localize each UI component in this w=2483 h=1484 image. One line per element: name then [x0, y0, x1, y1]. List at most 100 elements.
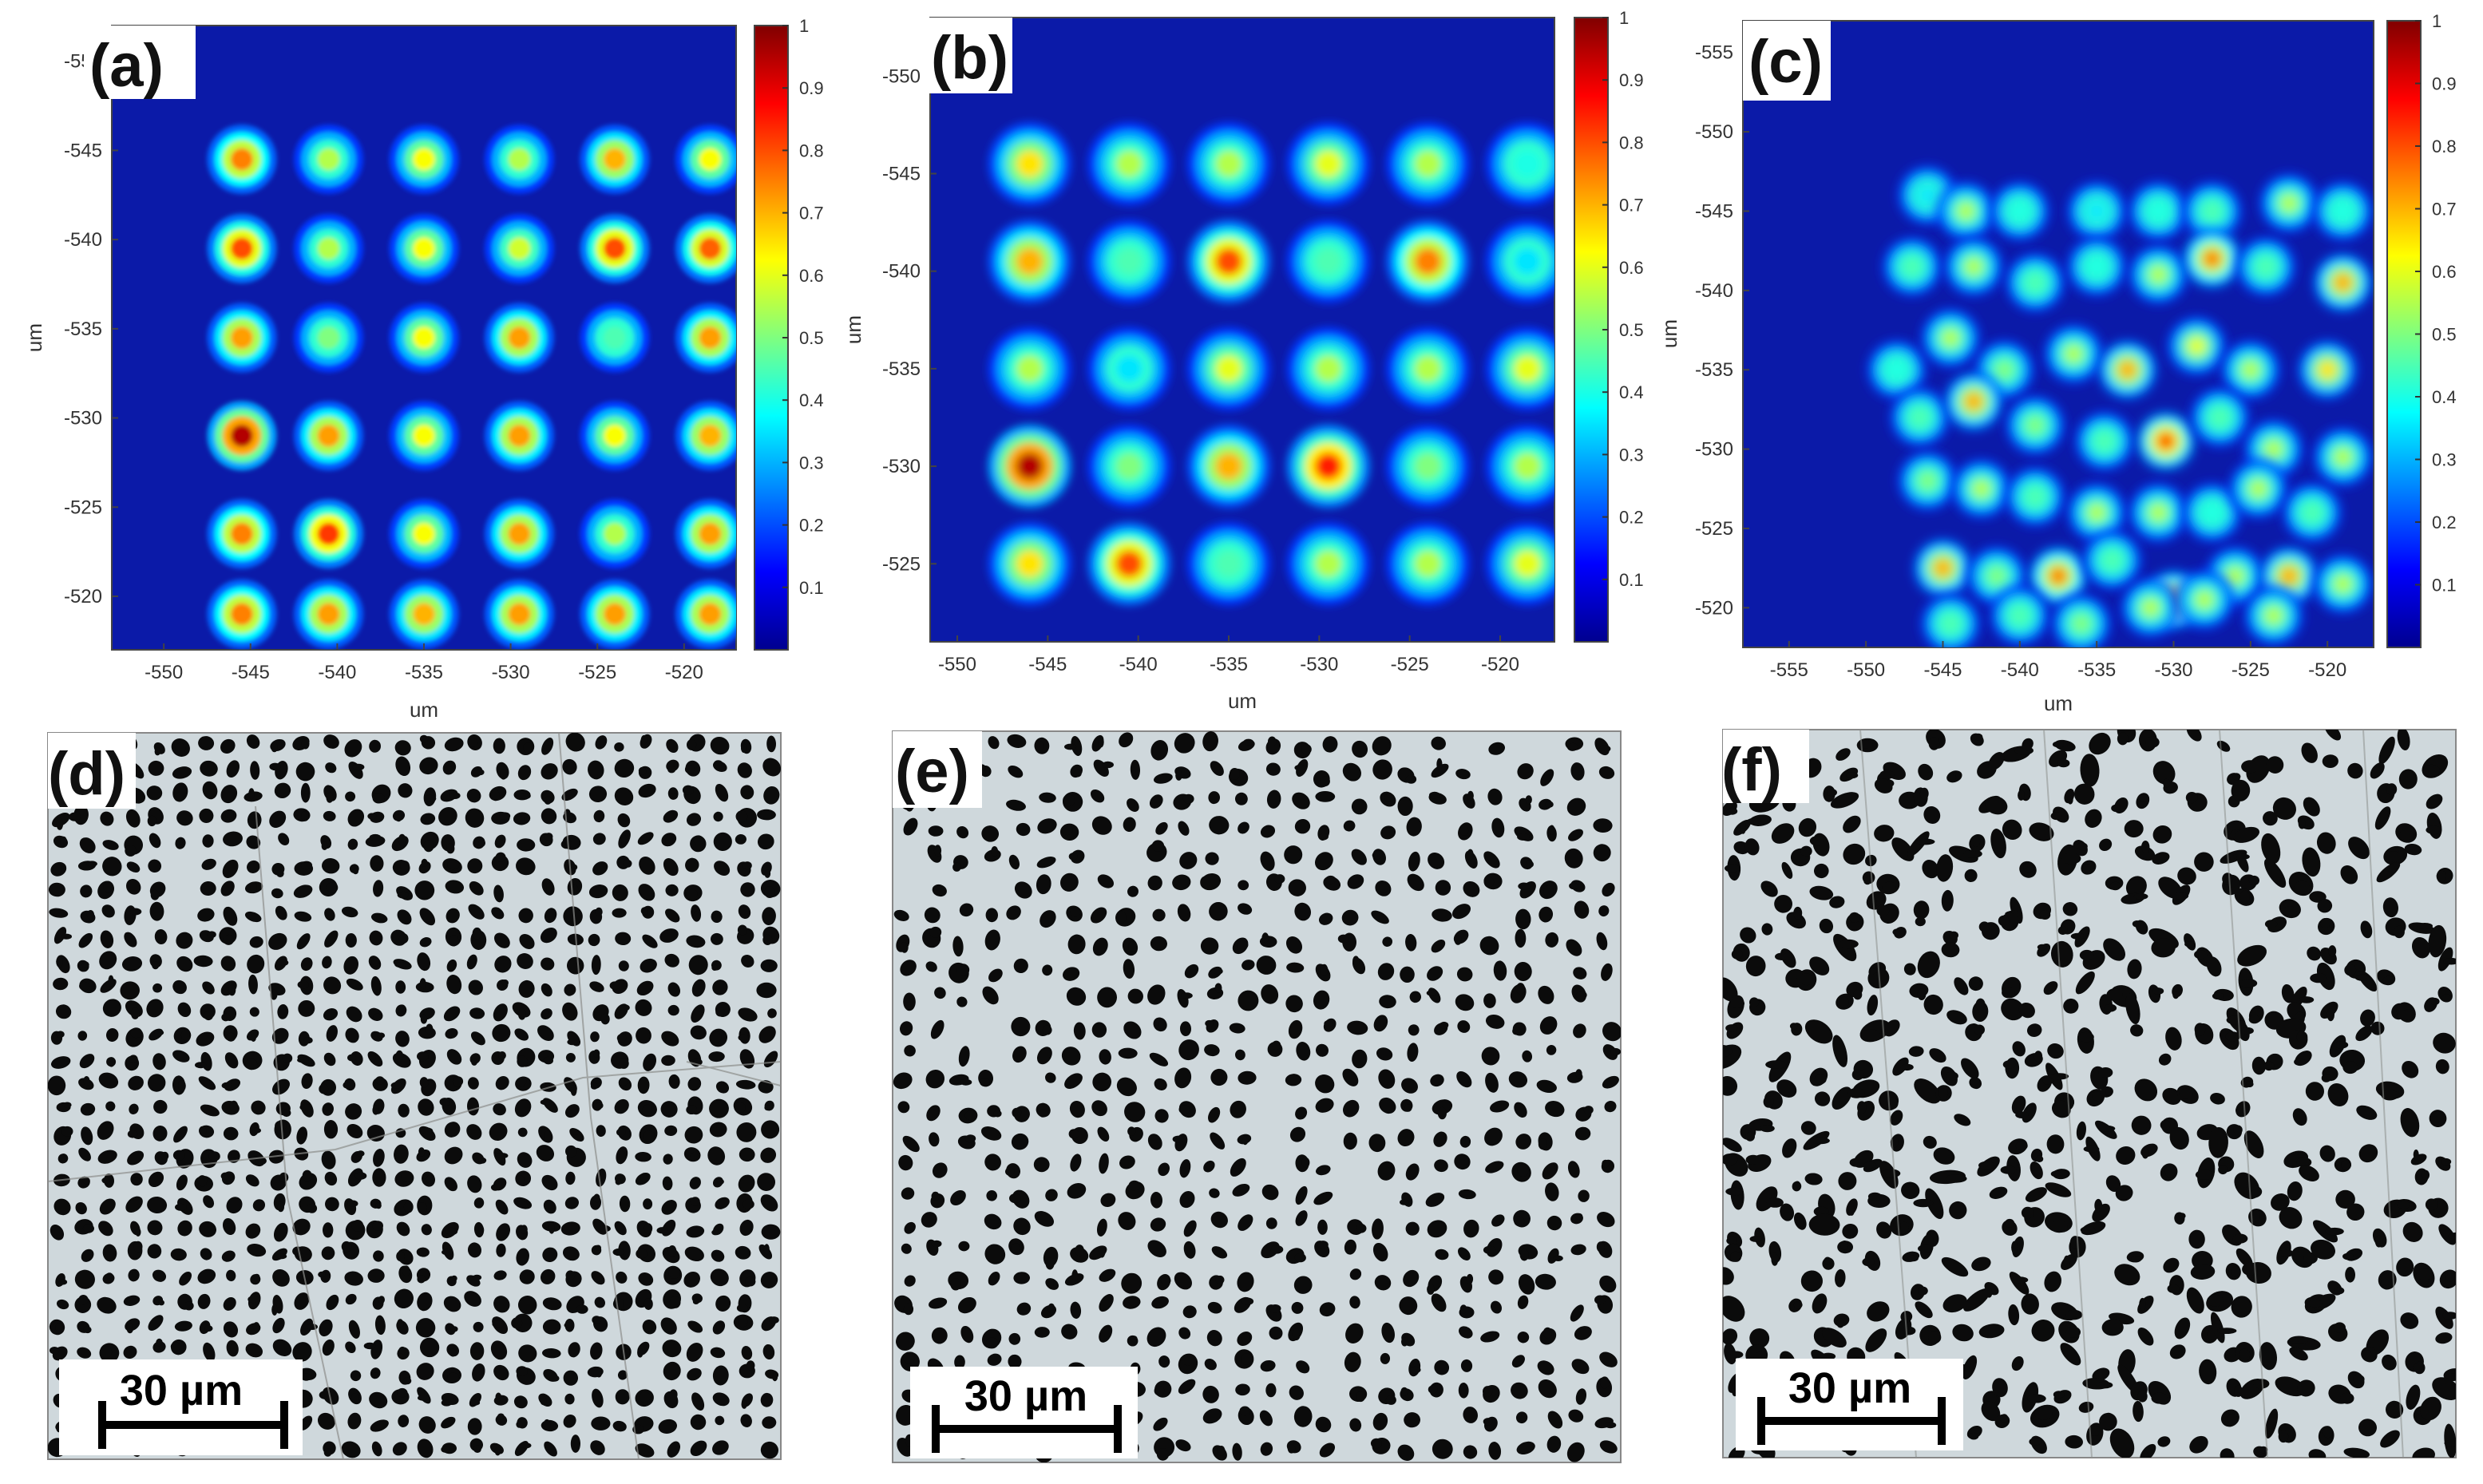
pore	[53, 864, 62, 874]
pore	[1238, 990, 1259, 1011]
pore	[1013, 1217, 1031, 1236]
pore	[147, 1244, 162, 1259]
pore	[1242, 960, 1255, 971]
pore	[2386, 851, 2401, 863]
x-tick-label: -530	[492, 662, 530, 683]
pore	[715, 1295, 731, 1312]
pore	[1985, 796, 2008, 815]
pore	[684, 1126, 703, 1144]
pore	[223, 906, 238, 926]
pore	[252, 1199, 266, 1212]
pore	[985, 908, 999, 923]
pore	[964, 1110, 976, 1121]
pore	[1428, 852, 1445, 869]
pore	[447, 1372, 459, 1383]
pore	[1210, 761, 1224, 776]
colorbar-tick-label: 0.4	[2432, 387, 2457, 407]
pore	[493, 1296, 510, 1313]
pore	[2194, 1023, 2206, 1036]
pore	[1315, 1074, 1335, 1094]
pore	[1827, 789, 1837, 797]
pore	[1115, 911, 1127, 924]
heatmap-spot	[2259, 173, 2319, 233]
pore	[1918, 763, 1934, 781]
pore	[2002, 819, 2022, 840]
pore	[1182, 1305, 1197, 1319]
pore	[1210, 1332, 1221, 1341]
pore	[439, 1098, 450, 1106]
pore	[345, 1027, 359, 1043]
pore	[200, 1104, 220, 1117]
pore	[2089, 732, 2111, 755]
heatmap-spot	[1087, 424, 1171, 509]
pore	[636, 980, 654, 996]
pore	[421, 858, 428, 867]
pore	[2404, 844, 2422, 856]
pore	[1205, 852, 1219, 865]
pore	[1210, 1211, 1228, 1229]
pore	[1574, 900, 1590, 919]
pore	[1933, 1147, 1955, 1165]
pore	[2101, 1319, 2124, 1336]
pore	[1517, 1164, 1529, 1177]
pore	[715, 1415, 725, 1426]
pore	[121, 956, 143, 972]
pore	[496, 1243, 506, 1257]
pore	[199, 1221, 216, 1237]
pore	[255, 1157, 267, 1165]
pore	[1954, 977, 1969, 995]
pore	[1317, 1241, 1329, 1249]
pore	[1949, 1201, 1967, 1220]
pore	[423, 1224, 430, 1230]
y-tick-label: -545	[64, 140, 102, 161]
pore	[370, 1419, 389, 1432]
pore	[540, 927, 557, 944]
pore	[1068, 853, 1078, 861]
pore	[686, 888, 698, 900]
pore	[2015, 1111, 2029, 1118]
pore	[449, 1348, 457, 1357]
pore	[687, 1320, 703, 1333]
pore	[644, 1223, 653, 1234]
pore	[984, 1244, 1006, 1264]
pore	[356, 1150, 365, 1157]
pore	[98, 1221, 113, 1237]
pore	[249, 812, 260, 821]
pore	[714, 760, 723, 766]
pore	[663, 1361, 681, 1381]
pore	[640, 907, 648, 915]
pore	[1814, 1091, 1831, 1106]
pore	[1259, 1410, 1273, 1427]
pore	[1518, 882, 1531, 890]
pore	[904, 1045, 916, 1057]
pore	[1467, 790, 1474, 801]
pore	[269, 810, 287, 828]
pore	[2443, 957, 2456, 965]
pore	[738, 1315, 748, 1328]
pore	[1974, 1024, 1985, 1035]
pore	[1147, 984, 1166, 1005]
pore	[745, 1276, 756, 1287]
panel-b-label: (b)	[931, 24, 1008, 92]
pore	[1149, 794, 1163, 809]
pore	[1874, 778, 1893, 793]
pore	[228, 984, 236, 996]
pore	[325, 1197, 339, 1212]
pore	[2231, 1266, 2240, 1277]
pore	[49, 1347, 60, 1355]
pore	[635, 1443, 655, 1458]
pore	[2251, 1056, 2267, 1075]
pore	[223, 1296, 236, 1311]
pore	[544, 1130, 552, 1142]
pore	[2400, 1108, 2420, 1138]
pore	[1490, 1300, 1503, 1314]
pore	[321, 1246, 335, 1260]
pore	[79, 981, 90, 991]
pore	[319, 1083, 329, 1094]
pore	[397, 1319, 404, 1328]
pore	[1866, 896, 1877, 909]
pore	[276, 869, 284, 877]
pore	[1097, 987, 1118, 1008]
pore	[1097, 874, 1115, 888]
pore	[1871, 972, 1883, 986]
